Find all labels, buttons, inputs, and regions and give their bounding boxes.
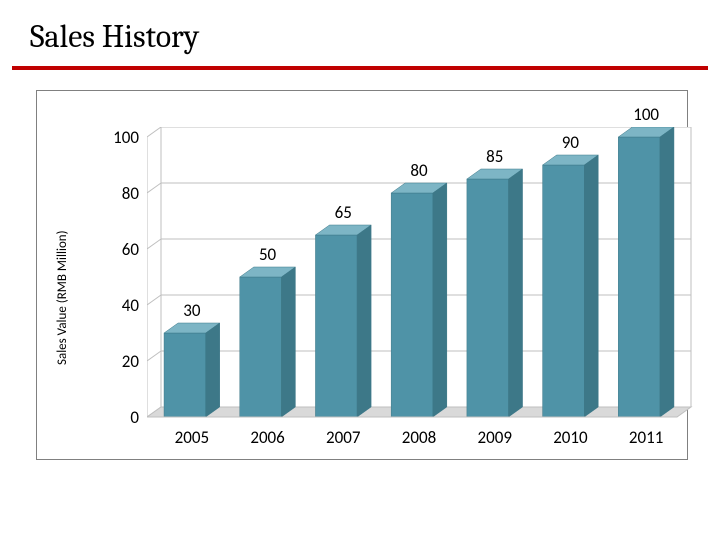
x-tick-label: 2011 (616, 427, 676, 448)
x-tick-label: 2010 (540, 427, 600, 448)
slide: Sales History Sales Value (RMB Million) … (0, 0, 720, 540)
bar-data-label: 65 (318, 202, 368, 223)
page-title: Sales History (30, 18, 199, 55)
bar-data-label: 80 (394, 160, 444, 181)
y-tick-label: 40 (99, 295, 139, 316)
x-tick-label: 2008 (389, 427, 449, 448)
sales-chart: Sales Value (RMB Million) 0 20 40 60 80 100 20… (36, 90, 688, 460)
bar-data-label: 30 (167, 300, 217, 321)
y-tick-label: 80 (99, 183, 139, 204)
bar-data-label: 90 (545, 132, 595, 153)
title-underline (12, 66, 708, 70)
y-axis-label: Sales Value (RMB Million) (55, 230, 70, 365)
y-tick-label: 60 (99, 239, 139, 260)
bar-data-label: 50 (243, 244, 293, 265)
y-tick-label: 0 (99, 407, 139, 428)
y-tick-label: 100 (99, 127, 139, 148)
x-tick-label: 2005 (162, 427, 222, 448)
y-tick-label: 20 (99, 351, 139, 372)
bar-data-label: 100 (621, 104, 671, 125)
x-tick-label: 2009 (465, 427, 525, 448)
x-tick-label: 2006 (238, 427, 298, 448)
bar-data-label: 85 (470, 146, 520, 167)
x-tick-label: 2007 (313, 427, 373, 448)
